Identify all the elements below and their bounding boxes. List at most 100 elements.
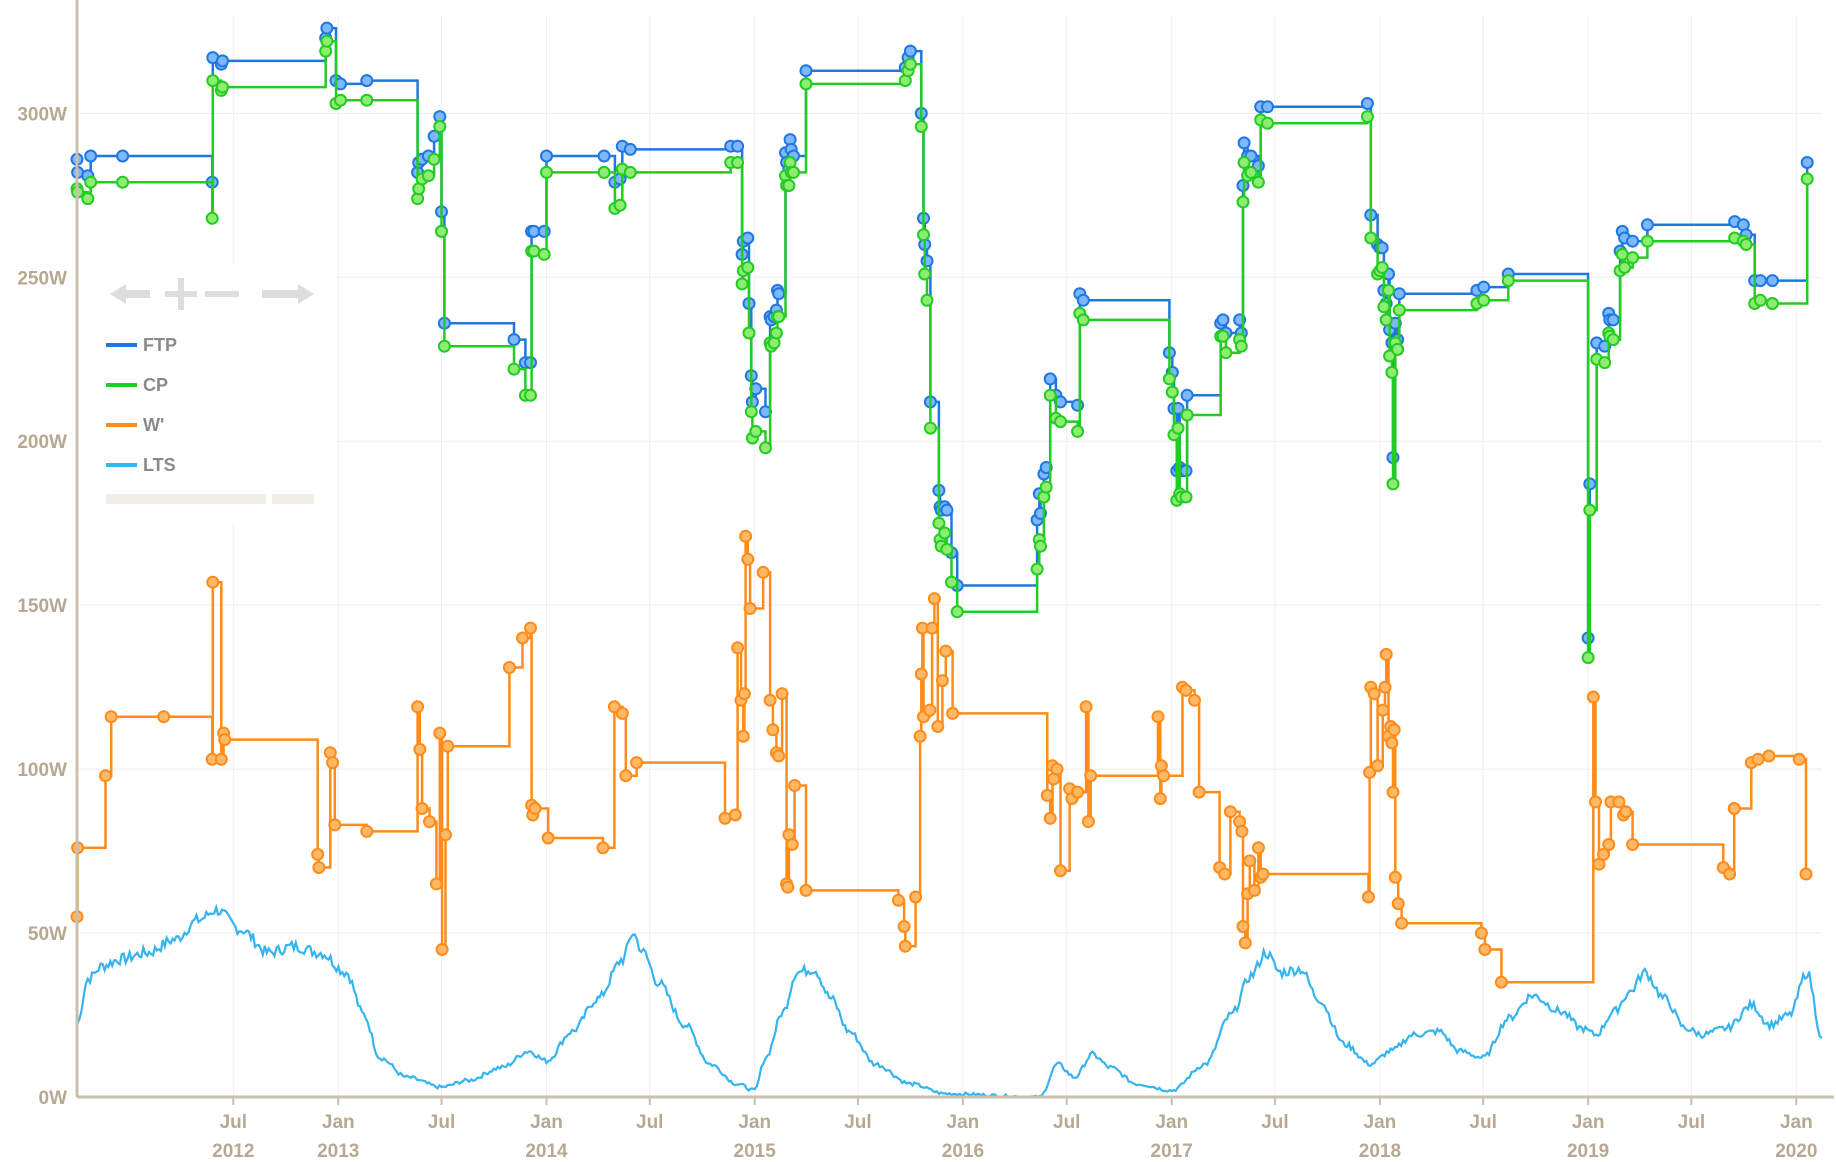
data-point bbox=[613, 198, 627, 212]
data-point bbox=[1043, 372, 1057, 386]
series-cp bbox=[70, 34, 1814, 665]
x-tick-month: Jul bbox=[428, 1112, 455, 1133]
data-point bbox=[615, 706, 629, 720]
data-point bbox=[1753, 274, 1767, 288]
data-point bbox=[950, 605, 964, 619]
data-point bbox=[116, 175, 130, 189]
lts-line bbox=[75, 903, 1823, 1099]
data-point bbox=[1598, 356, 1612, 370]
legend-panel bbox=[76, 265, 336, 525]
legend-label: LTS bbox=[143, 455, 176, 475]
data-point bbox=[1379, 647, 1393, 661]
x-tick-month: Jul bbox=[1053, 1112, 1080, 1133]
data-point bbox=[946, 706, 960, 720]
data-point bbox=[759, 441, 772, 455]
data-point bbox=[1626, 234, 1640, 248]
data-point bbox=[1153, 792, 1167, 806]
data-point bbox=[1219, 346, 1233, 360]
data-point bbox=[1612, 795, 1626, 809]
data-point bbox=[216, 54, 229, 68]
data-point bbox=[1606, 313, 1620, 327]
data-point bbox=[1360, 97, 1374, 110]
data-point bbox=[737, 687, 751, 701]
legend-items: FTP CP W' LTS bbox=[106, 335, 177, 475]
data-point bbox=[1765, 274, 1779, 288]
x-tick-month: Jan bbox=[1572, 1112, 1605, 1133]
data-point bbox=[1395, 916, 1409, 930]
data-point bbox=[772, 310, 786, 324]
data-point bbox=[1363, 765, 1377, 779]
data-point bbox=[320, 21, 334, 35]
data-point bbox=[1387, 723, 1401, 737]
legend-label: FTP bbox=[143, 335, 177, 355]
legend-item-w: W' bbox=[106, 415, 164, 435]
legend[interactable]: FTP CP W' LTS bbox=[106, 278, 314, 504]
data-point bbox=[1618, 261, 1632, 274]
data-point bbox=[1251, 841, 1265, 855]
data-point bbox=[1474, 926, 1488, 940]
data-point bbox=[81, 192, 95, 206]
legend-resize-bar[interactable] bbox=[106, 494, 266, 504]
data-point bbox=[441, 739, 455, 753]
data-point bbox=[596, 841, 610, 855]
data-point bbox=[897, 920, 911, 933]
data-point bbox=[320, 34, 334, 48]
data-point bbox=[1180, 408, 1194, 422]
x-tick-month: Jan bbox=[1780, 1112, 1813, 1133]
data-point bbox=[1388, 870, 1402, 884]
data-point bbox=[940, 503, 954, 517]
x-tick-month: Jan bbox=[947, 1112, 980, 1133]
data-point bbox=[756, 565, 770, 579]
data-point bbox=[435, 943, 449, 956]
data-point bbox=[537, 224, 551, 238]
data-point bbox=[1071, 785, 1085, 799]
x-tick-month: Jul bbox=[1678, 1112, 1705, 1133]
data-point bbox=[411, 700, 425, 714]
data-point bbox=[772, 287, 786, 301]
data-point bbox=[1640, 218, 1654, 232]
data-point bbox=[206, 74, 220, 88]
legend-resize-handle[interactable] bbox=[272, 494, 314, 504]
data-point bbox=[914, 120, 928, 133]
data-point bbox=[427, 152, 441, 166]
x-tick-year: 2015 bbox=[734, 1141, 777, 1162]
data-point bbox=[597, 165, 611, 179]
legend-move-handle[interactable] bbox=[110, 278, 314, 310]
data-point bbox=[502, 661, 516, 674]
legend-item-lts: LTS bbox=[106, 455, 176, 475]
data-point bbox=[1235, 824, 1249, 838]
data-point bbox=[1236, 195, 1250, 209]
dash-icon bbox=[205, 291, 239, 297]
data-point bbox=[1171, 421, 1185, 435]
data-point bbox=[1727, 802, 1741, 815]
data-point bbox=[312, 861, 326, 874]
x-tick-month: Jul bbox=[844, 1112, 871, 1133]
x-tick-month: Jul bbox=[636, 1112, 663, 1133]
axis-layer: 0W 50W 100W 150W 200W 250W 300W Jul 2012 Jan 2013 J… bbox=[17, 0, 1834, 1162]
data-point bbox=[1034, 539, 1047, 553]
data-point bbox=[741, 231, 755, 245]
data-point bbox=[1640, 234, 1654, 248]
data-point bbox=[1477, 280, 1491, 294]
data-point bbox=[1244, 165, 1258, 179]
x-tick-year: 2012 bbox=[212, 1141, 254, 1162]
data-point bbox=[619, 769, 633, 783]
data-point bbox=[439, 828, 452, 842]
arrow-left-icon bbox=[110, 284, 150, 304]
data-point bbox=[918, 267, 932, 281]
data-point bbox=[218, 733, 232, 747]
data-point bbox=[931, 720, 945, 733]
data-point bbox=[1765, 297, 1779, 310]
data-point bbox=[216, 80, 229, 94]
series-ftp bbox=[70, 21, 1814, 645]
data-point bbox=[541, 831, 555, 845]
data-point bbox=[920, 293, 934, 307]
data-point bbox=[214, 752, 228, 766]
data-point bbox=[1762, 749, 1776, 763]
data-point bbox=[917, 228, 930, 242]
data-point bbox=[360, 74, 374, 88]
data-point bbox=[1039, 480, 1053, 494]
data-point bbox=[1386, 477, 1400, 491]
y-tick-label: 100W bbox=[17, 760, 67, 781]
data-point bbox=[1392, 287, 1406, 301]
